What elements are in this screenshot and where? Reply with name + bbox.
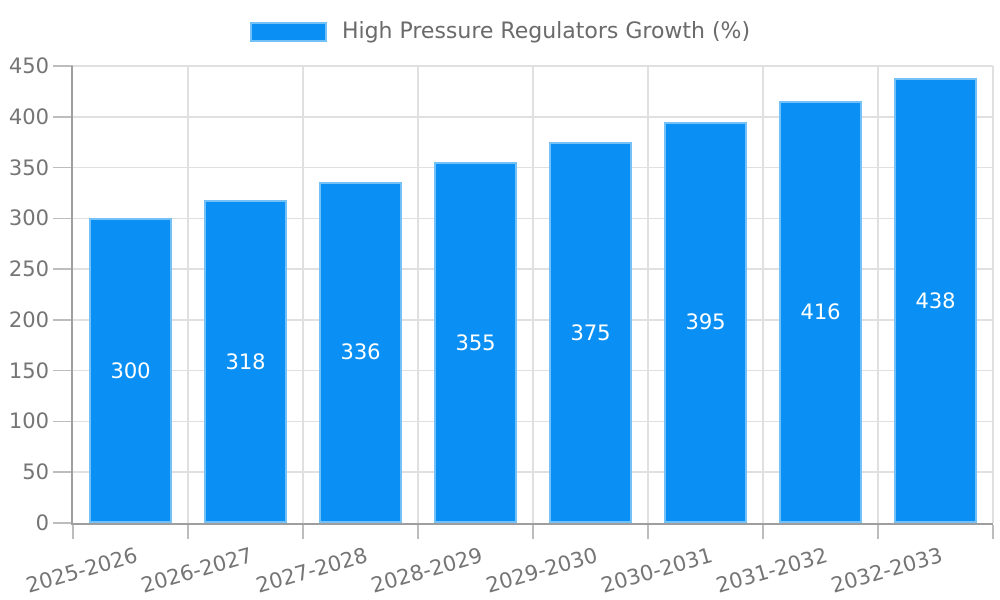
v-gridline: [877, 66, 879, 523]
bar: [89, 218, 172, 523]
legend-swatch: [249, 22, 327, 42]
x-axis-category-label: 2028-2029: [368, 543, 486, 598]
x-axis-category-label: 2030-2031: [598, 543, 716, 598]
bar-value-label: 395: [685, 310, 726, 335]
y-axis-tick-label: 350: [8, 155, 49, 180]
plot-area: 0 50 100 150 200 250 300 350 400 450 300 2025-2026 3…: [9, 54, 994, 598]
x-axis-category-label: 2027-2028: [253, 543, 371, 598]
x-axis-tick: [647, 525, 649, 539]
x-axis-tick: [992, 525, 994, 539]
y-axis-tick: [53, 420, 73, 423]
y-axis-tick-label: 150: [8, 358, 49, 383]
y-axis-tick: [53, 166, 73, 169]
x-axis-category-label: 2029-2030: [483, 543, 601, 598]
y-axis-tick-label: 450: [8, 54, 49, 78]
v-gridline: [187, 66, 189, 523]
x-axis-tick: [72, 525, 74, 539]
bar: [204, 200, 287, 523]
v-gridline: [532, 66, 534, 523]
x-axis-tick: [877, 525, 879, 539]
v-gridline: [302, 66, 304, 523]
y-axis-tick-label: 250: [8, 257, 49, 282]
y-axis-tick-label: 400: [8, 104, 49, 129]
x-axis-tick: [532, 525, 534, 539]
y-axis-tick: [53, 116, 73, 118]
bar-value-label: 300: [110, 358, 151, 383]
y-axis-tick: [53, 319, 73, 321]
bar-value-label: 438: [915, 288, 956, 313]
v-gridline: [992, 66, 994, 523]
y-axis-tick: [53, 217, 73, 220]
y-axis-tick: [53, 471, 73, 473]
bar: [549, 142, 632, 523]
v-gridline: [762, 66, 764, 523]
bar-value-label: 355: [455, 330, 496, 355]
legend: High Pressure Regulators Growth (%): [0, 19, 1000, 45]
legend-label: High Pressure Regulators Growth (%): [341, 19, 751, 44]
y-axis-tick: [53, 268, 73, 270]
y-axis-tick: [53, 522, 73, 524]
v-gridline: [417, 66, 419, 523]
bar: [434, 162, 517, 523]
x-axis-tick: [762, 525, 764, 539]
bar: [319, 181, 402, 523]
x-axis-tick: [187, 525, 189, 539]
bar-value-label: 318: [225, 349, 266, 374]
y-axis-tick-label: 100: [8, 409, 49, 434]
x-axis-line: [71, 523, 993, 525]
x-axis-category-label: 2032-2033: [828, 543, 946, 598]
x-axis-tick: [302, 525, 304, 539]
bar-value-label: 375: [570, 320, 611, 345]
bar-value-label: 416: [800, 299, 841, 324]
x-axis-category-label: 2026-2027: [138, 543, 256, 598]
x-axis-category-label: 2031-2032: [713, 543, 831, 598]
bar: [894, 78, 977, 523]
bar: [779, 100, 862, 523]
y-axis-tick-label: 200: [8, 307, 49, 332]
bar: [664, 121, 747, 523]
y-axis-tick-label: 50: [22, 460, 49, 485]
bar-value-label: 336: [340, 340, 381, 365]
x-axis-tick: [417, 525, 419, 539]
y-axis-tick: [53, 65, 73, 67]
v-gridline: [647, 66, 649, 523]
x-axis-category-label: 2025-2026: [23, 543, 141, 598]
y-axis-tick-label: 0: [35, 511, 49, 535]
y-axis-tick-label: 300: [8, 206, 49, 231]
y-axis-line: [71, 66, 73, 525]
y-axis-tick: [53, 369, 73, 372]
